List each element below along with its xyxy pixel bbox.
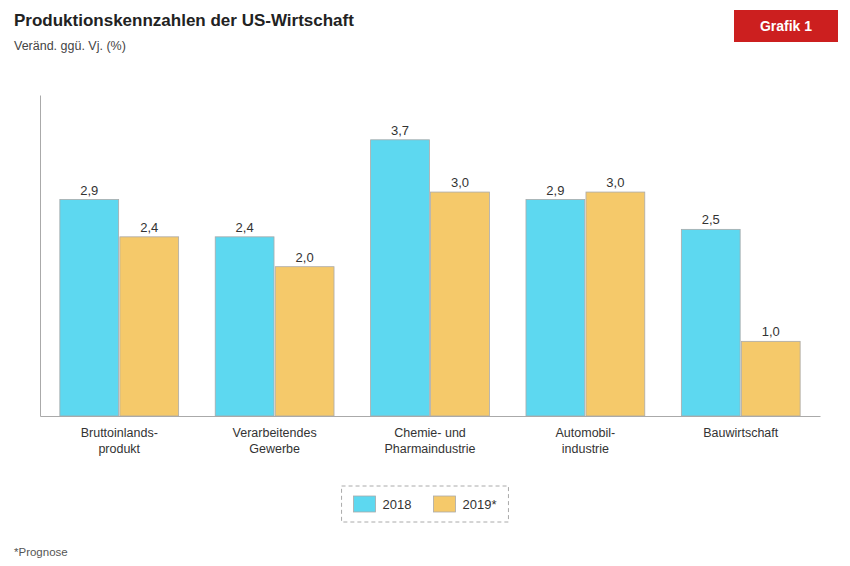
x-tick: Chemie- undPharmaindustrie bbox=[384, 416, 475, 456]
badge-box bbox=[734, 10, 838, 42]
legend-label: 2018 bbox=[383, 497, 412, 512]
x-tick: VerarbeitendesGewerbe bbox=[233, 416, 317, 456]
bars bbox=[60, 140, 800, 416]
x-tick: Bauwirtschaft bbox=[703, 416, 779, 440]
data-label: 2,9 bbox=[80, 183, 98, 198]
legend-frame bbox=[342, 486, 509, 522]
x-axis-line bbox=[41, 416, 821, 417]
x-tick-label: VerarbeitendesGewerbe bbox=[233, 426, 317, 456]
y-axis-line bbox=[40, 96, 41, 417]
badge-label: Grafik 1 bbox=[760, 18, 812, 34]
data-label: 3,0 bbox=[451, 175, 469, 190]
bar bbox=[275, 267, 334, 416]
x-tick-label: Automobil-industrie bbox=[556, 426, 616, 456]
x-tick-label: Bauwirtschaft bbox=[703, 426, 779, 440]
bar bbox=[681, 229, 740, 416]
legend-swatch bbox=[354, 496, 376, 512]
legend-label: 2019* bbox=[462, 497, 496, 512]
bar bbox=[741, 341, 800, 416]
footnote: *Prognose bbox=[14, 546, 68, 558]
subtitle: Veränd. ggü. Vj. (%) bbox=[14, 39, 126, 53]
data-label: 2,5 bbox=[702, 212, 720, 227]
legend-item: 2018 bbox=[354, 496, 412, 512]
chart: Produktionskennzahlen der US-Wirtschaft V… bbox=[0, 0, 850, 566]
data-label: 2,9 bbox=[546, 183, 564, 198]
bar bbox=[526, 200, 585, 416]
x-tick: Bruttoinlands-produkt bbox=[81, 416, 158, 456]
bar bbox=[371, 140, 430, 416]
bar bbox=[215, 237, 274, 416]
bar bbox=[120, 237, 179, 416]
data-label: 2,4 bbox=[140, 220, 158, 235]
data-label: 2,4 bbox=[236, 220, 254, 235]
title: Produktionskennzahlen der US-Wirtschaft bbox=[14, 11, 354, 30]
legend-item: 2019* bbox=[433, 496, 496, 512]
data-label: 3,0 bbox=[606, 175, 624, 190]
x-tick-label: Bruttoinlands-produkt bbox=[81, 426, 158, 456]
bar bbox=[60, 200, 119, 416]
data-label: 1,0 bbox=[762, 324, 780, 339]
legend: 2018 2019* bbox=[342, 486, 509, 522]
plot: 2,9 2,4 3,7 2,9 2,5 2,4 2,0 3,0 3,0 1,0 Bruttoinla… bbox=[41, 96, 821, 457]
bar bbox=[431, 192, 490, 416]
x-tick: Automobil-industrie bbox=[556, 416, 616, 456]
data-label: 3,7 bbox=[391, 123, 409, 138]
data-label: 2,0 bbox=[296, 250, 314, 265]
bar bbox=[586, 192, 645, 416]
data-labels: 2,9 2,4 3,7 2,9 2,5 2,4 2,0 3,0 3,0 1,0 bbox=[80, 123, 780, 340]
legend-swatch bbox=[433, 496, 455, 512]
x-tick-label: Chemie- undPharmaindustrie bbox=[384, 426, 475, 456]
x-axis: Bruttoinlands-produkt VerarbeitendesGewer… bbox=[41, 416, 821, 456]
y-axis bbox=[40, 96, 41, 417]
badge: Grafik 1 bbox=[734, 10, 838, 42]
